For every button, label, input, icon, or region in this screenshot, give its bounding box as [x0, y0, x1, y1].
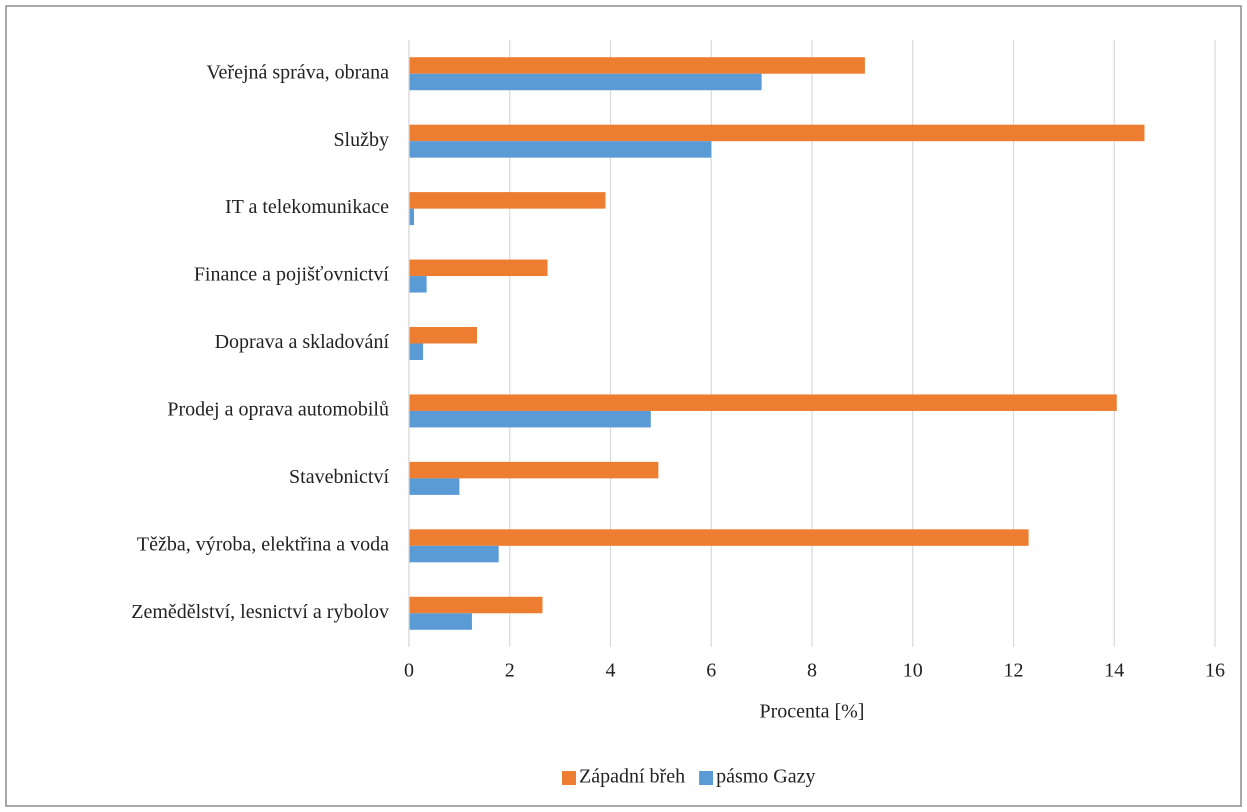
bar: [409, 394, 1117, 411]
x-tick-label: 10: [903, 660, 923, 682]
bar: [409, 613, 472, 630]
y-tick-label: Těžba, výroba, elektřina a voda: [137, 533, 389, 555]
y-tick-label: Veřejná správa, obrana: [206, 61, 389, 83]
bar: [409, 461, 659, 479]
bar: [409, 478, 460, 495]
y-tick-label: Doprava a skladování: [215, 331, 390, 353]
legend-swatch: [699, 771, 714, 785]
y-tick-label: Prodej a oprava automobilů: [167, 399, 389, 421]
bar: [409, 57, 865, 74]
y-tick-label: IT a telekomunikace: [225, 196, 389, 218]
x-tick-label: 8: [807, 660, 817, 682]
bar: [409, 141, 712, 158]
legend-label: Západní břeh: [579, 766, 685, 788]
bar: [409, 208, 415, 226]
y-tick-label: Finance a pojišťovnictví: [194, 264, 390, 286]
x-tick-label: 6: [706, 660, 716, 682]
bar: [409, 192, 606, 209]
bar: [409, 410, 651, 428]
x-tick-label: 14: [1104, 660, 1124, 682]
x-tick-label: 12: [1004, 660, 1024, 682]
legend-label: pásmo Gazy: [716, 766, 815, 788]
legend-swatch: [562, 771, 576, 785]
bar: [409, 327, 478, 344]
x-tick-label: 16: [1205, 660, 1225, 682]
x-tick-label: 4: [606, 660, 616, 682]
bar: [409, 545, 499, 563]
bar: [409, 343, 424, 360]
bar: [409, 73, 762, 91]
y-tick-label: Stavebnictví: [289, 466, 389, 488]
x-tick-label: 0: [404, 660, 414, 682]
bar: [409, 124, 1145, 142]
bar: [409, 596, 543, 614]
x-axis-title: Procenta [%]: [760, 701, 865, 723]
bar: [409, 259, 548, 277]
bar: [409, 529, 1029, 546]
x-tick-label: 2: [505, 660, 515, 682]
bar: [409, 276, 427, 293]
y-tick-label: Zemědělství, lesnictví a rybolov: [131, 601, 389, 623]
y-tick-label: Služby: [333, 129, 389, 151]
